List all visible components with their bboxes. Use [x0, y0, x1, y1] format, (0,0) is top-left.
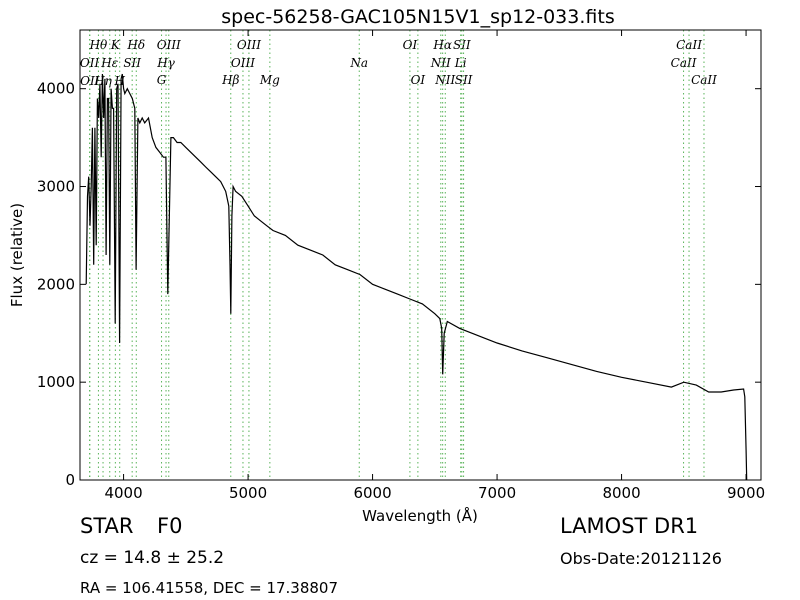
line-marker-label: Hβ	[221, 73, 239, 87]
y-tick-label: 4000	[37, 80, 75, 98]
line-marker-label: OII	[80, 74, 100, 88]
line-marker-label: NII	[434, 73, 455, 87]
line-marker-label: SII	[123, 56, 141, 70]
line-marker-label: Hδ	[126, 38, 145, 52]
x-tick-label: 4000	[104, 484, 142, 502]
y-tick-label: 1000	[37, 373, 75, 391]
x-tick-label: 8000	[602, 484, 640, 502]
x-tick-label: 6000	[353, 484, 391, 502]
line-marker-label: CaII	[676, 38, 702, 52]
x-tick-label: 9000	[727, 484, 765, 502]
line-marker-label: CaII	[671, 56, 697, 70]
line-marker-label: Li	[454, 56, 467, 70]
line-marker-label: CaII	[691, 73, 717, 87]
y-tick-label: 0	[65, 471, 75, 489]
line-marker-label: OIII	[231, 56, 255, 70]
x-tick-label: 5000	[229, 484, 267, 502]
line-marker-label: OIII	[237, 38, 261, 52]
line-marker-label: Hα	[432, 38, 452, 52]
line-marker-label: Hε	[100, 56, 118, 70]
y-tick-label: 2000	[37, 275, 75, 293]
observation-date: Obs-Date:20121126	[560, 549, 722, 568]
object-class: STAR	[80, 514, 134, 538]
line-marker-label: Hγ	[156, 56, 175, 70]
y-tick-label: 3000	[37, 178, 75, 196]
line-marker-label: Mg	[259, 73, 280, 87]
chart-title: spec-56258-GAC105N15V1_sp12-033.fits	[221, 6, 614, 28]
line-marker-label: SII	[455, 73, 473, 87]
object-subclass: F0	[157, 514, 183, 538]
plot-frame	[79, 29, 762, 481]
line-marker-label: SII	[453, 38, 471, 52]
survey-name: LAMOST DR1	[560, 514, 699, 538]
line-marker-label: Na	[349, 56, 368, 70]
line-marker-label: OI	[411, 73, 426, 87]
line-marker-label: OIII	[157, 38, 181, 52]
coordinates-readout: RA = 106.41558, DEC = 17.38807	[80, 579, 339, 597]
line-marker-label: K	[110, 38, 121, 52]
spectrum-line	[85, 73, 748, 481]
redshift-readout: cz = 14.8 ± 25.2	[80, 548, 225, 568]
axis-ticks: 4000 5000 6000 7000 8000 9000 0 1000 2000 3000 400…	[37, 30, 765, 502]
x-axis-label: Wavelength (Å)	[362, 506, 478, 525]
emission-line-markers: OIIOIIHθHηHεKHSIIHδGHγOIIIHβOIIIOIIIMgNa…	[80, 30, 717, 480]
y-axis-label: Flux (relative)	[8, 203, 26, 307]
line-marker-label: OI	[403, 38, 418, 52]
line-marker-label: NII	[430, 56, 451, 70]
x-tick-label: 7000	[478, 484, 516, 502]
line-marker-label: Hθ	[89, 38, 108, 52]
line-marker-label: G	[157, 73, 167, 87]
